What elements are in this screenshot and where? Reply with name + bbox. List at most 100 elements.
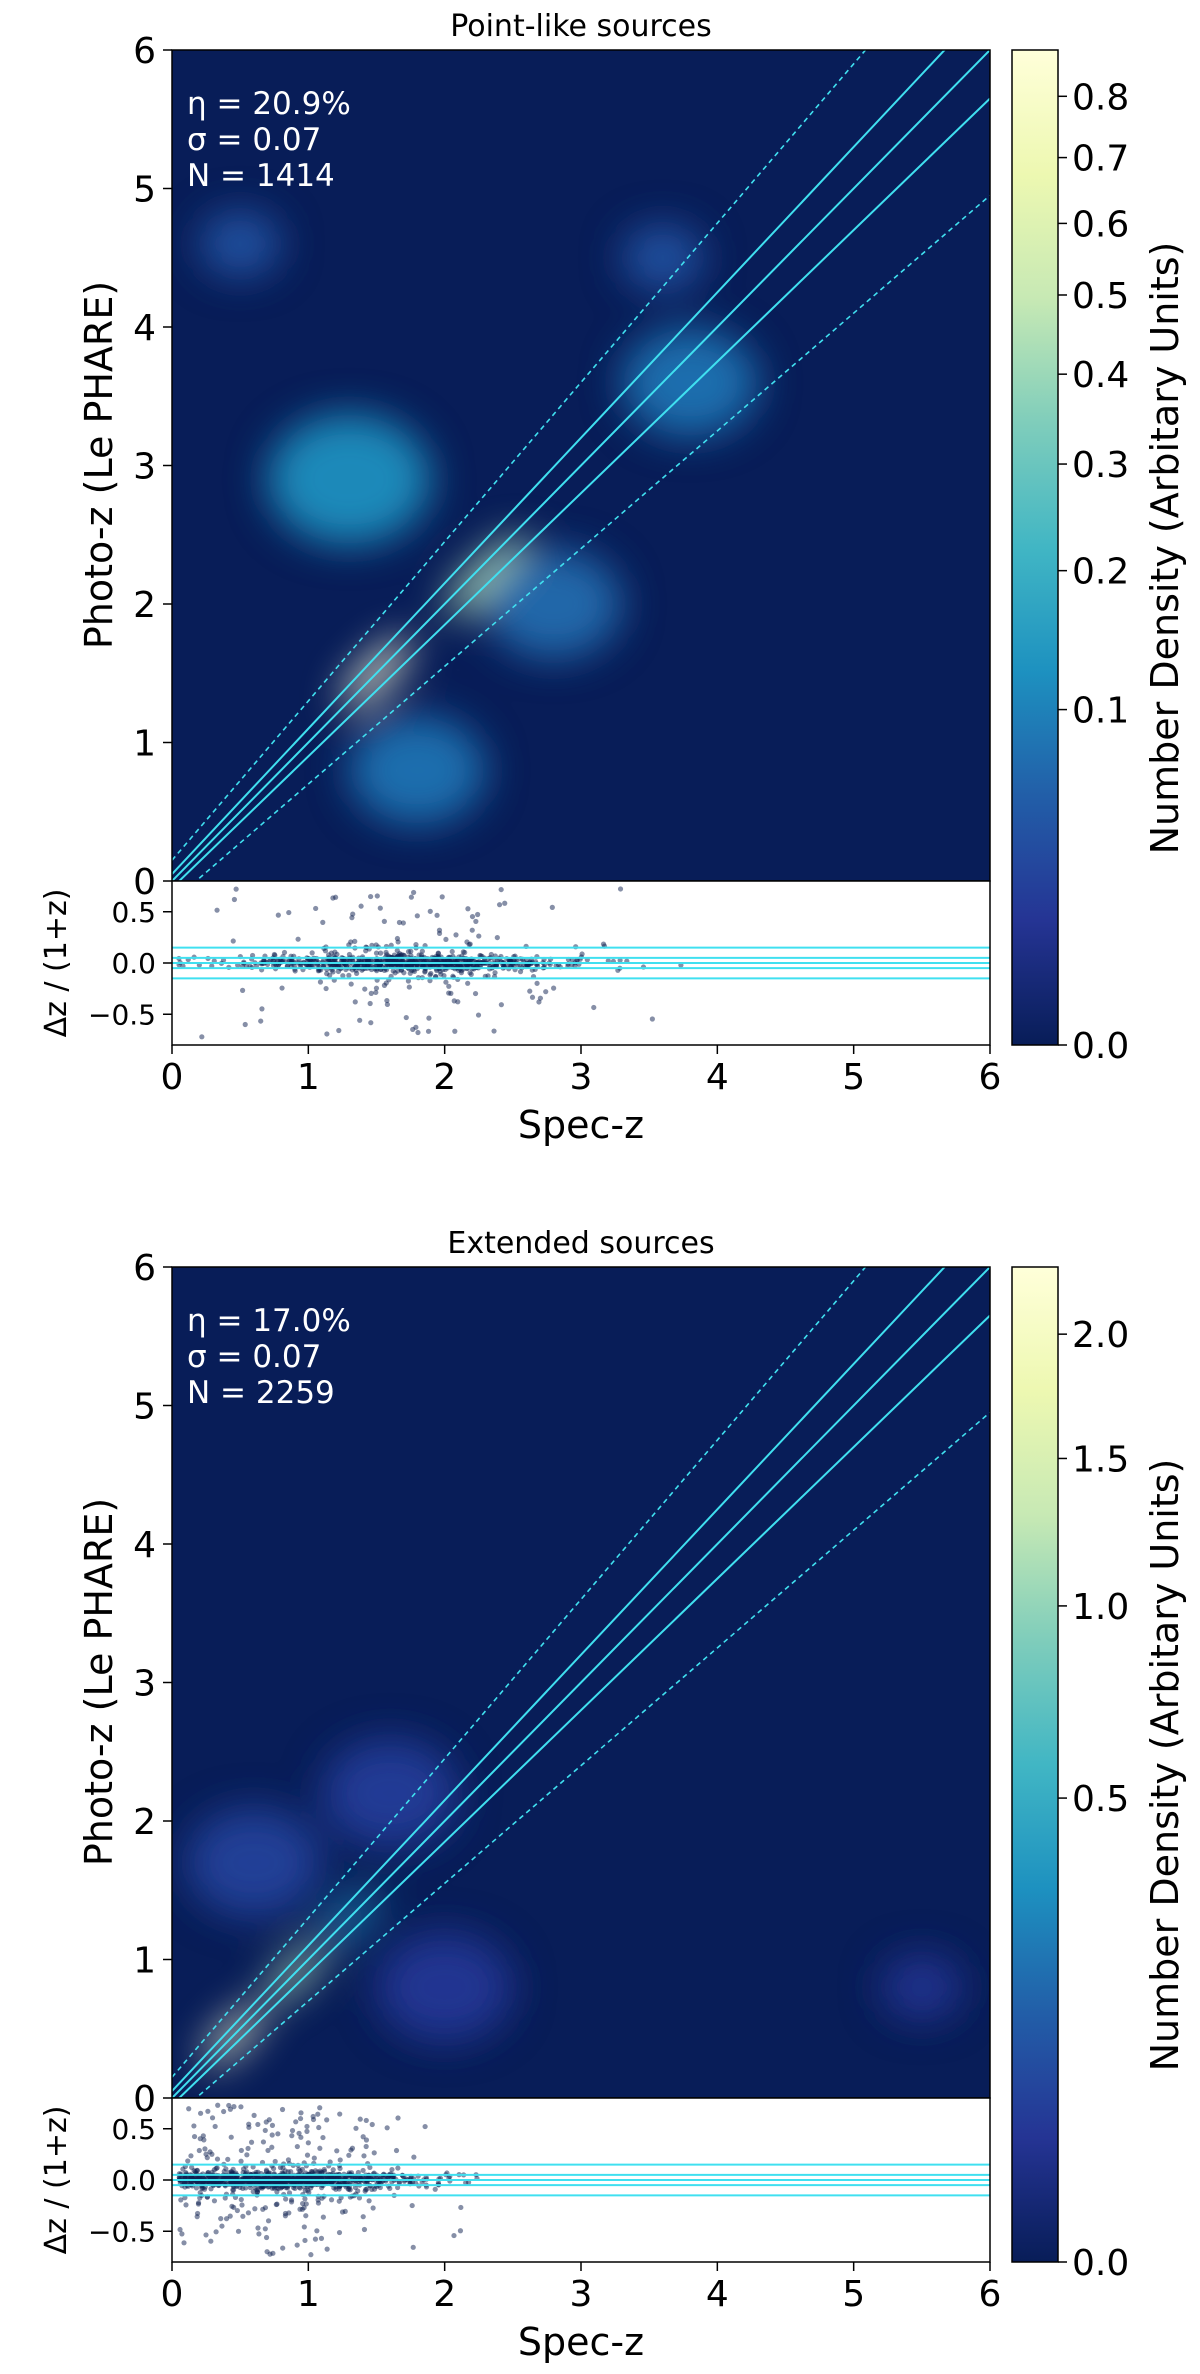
residual-point: [303, 2213, 309, 2219]
density-blob: [880, 1954, 963, 2020]
residual-point: [301, 2224, 307, 2230]
residual-point: [242, 1021, 248, 1028]
residual-point: [335, 2174, 341, 2181]
residual-point: [549, 904, 555, 910]
residual-point: [191, 2133, 198, 2140]
colorbar-tick-label: 0.1: [1072, 691, 1129, 732]
residual-point: [320, 2134, 326, 2141]
relation-line: [177, 1314, 990, 2098]
residual-point: [317, 979, 324, 985]
residual-point: [467, 941, 473, 947]
residual-point: [496, 902, 503, 908]
residual-point: [395, 2184, 401, 2191]
residual-point: [214, 907, 220, 913]
colorbar: 0.0 0.1 0.2 0.3 0.4 0.5 0.6 0.7 0.8 Number Densi…: [1011, 49, 1187, 1067]
density-blob: [485, 549, 622, 659]
residual-point: [275, 2131, 281, 2137]
residual-point: [591, 1004, 597, 1011]
density-plot: 0 1 2 3 4 5 6 Photo-z (Le PHARE) η = 20.9% σ =…: [77, 31, 991, 903]
residual-point: [363, 2137, 370, 2143]
residual-point: [228, 2134, 234, 2140]
x-tick-label: 4: [706, 1057, 729, 1098]
colorbar-tick-label: 0.6: [1072, 204, 1129, 245]
residual-point: [396, 2179, 403, 2186]
residual-y-tick-label: −0.5: [88, 998, 156, 1031]
residual-point: [381, 918, 387, 925]
outlier-boundary-line: [172, 50, 867, 861]
residual-point: [409, 2202, 415, 2209]
stat-sigma: σ = 0.07: [187, 122, 321, 158]
density-blob: [267, 413, 432, 545]
residual-point: [373, 950, 380, 956]
residual-point: [366, 2198, 372, 2204]
residual-point: [310, 2116, 317, 2123]
residual-point: [185, 2158, 191, 2164]
residual-point: [305, 2140, 311, 2146]
residual-point: [374, 968, 380, 974]
residual-point: [439, 894, 445, 900]
residual-point: [218, 2216, 224, 2222]
residual-point: [357, 1017, 363, 1023]
colorbar-gradient: [1011, 1266, 1059, 2263]
density-blob: [376, 1932, 513, 2042]
residual-point: [296, 2166, 302, 2173]
residual-point: [279, 985, 285, 991]
relation-line: [172, 50, 990, 881]
redshift-relation-lines: [172, 50, 990, 881]
residual-point: [446, 983, 452, 989]
residual-point: [274, 2179, 280, 2185]
residual-point: [252, 2206, 258, 2212]
stat-outlier-fraction: η = 20.9%: [187, 86, 351, 122]
residual-point: [273, 2201, 279, 2208]
residual-point: [195, 2200, 202, 2206]
residual-point: [352, 999, 358, 1005]
residual-point: [294, 2242, 300, 2248]
residual-point: [188, 2153, 194, 2159]
residual-point: [334, 2148, 340, 2154]
residual-point: [434, 912, 440, 918]
residual-point: [363, 2117, 369, 2124]
x-tick-label: 0: [161, 1057, 184, 1098]
residual-point: [259, 1006, 265, 1012]
residual-point: [360, 2134, 366, 2140]
residual-point: [279, 2106, 286, 2113]
residual-point: [346, 2186, 352, 2192]
residual-point: [223, 2216, 230, 2222]
residual-y-label: Δz / (1+z): [39, 2106, 74, 2255]
residual-point: [320, 919, 326, 925]
residual-point: [290, 2179, 296, 2186]
y-tick-label: 4: [133, 308, 156, 349]
residual-point: [302, 2196, 308, 2202]
residual-point: [304, 2152, 311, 2158]
residual-point: [353, 2125, 359, 2131]
y-tick-label: 5: [133, 170, 156, 211]
residual-point: [384, 2125, 390, 2131]
y-tick-label: 5: [133, 1387, 156, 1428]
residual-point: [240, 2169, 246, 2176]
residual-point: [407, 970, 413, 976]
residual-point: [193, 2185, 200, 2191]
residual-point: [432, 2186, 438, 2192]
residual-point: [320, 2214, 326, 2220]
residual-point: [180, 2166, 186, 2172]
residual-point: [362, 986, 368, 992]
residual-point: [384, 997, 390, 1004]
residual-point: [315, 2197, 321, 2203]
residual-point: [370, 2205, 376, 2211]
residual-point: [181, 2240, 187, 2246]
residual-point: [469, 927, 475, 933]
residual-y-tick-label: 0.5: [111, 2113, 156, 2146]
y-tick-label: 3: [133, 447, 156, 488]
residual-point: [213, 2229, 219, 2235]
residual-point: [250, 2164, 256, 2170]
outlier-boundary-line: [172, 1267, 867, 2078]
colorbar-tick-label: 0.2: [1072, 552, 1129, 593]
residual-point: [357, 2116, 363, 2122]
residual-point: [346, 951, 353, 958]
residual-point: [231, 896, 238, 903]
colorbar-tick-label: 0.8: [1072, 77, 1129, 118]
residual-point: [245, 2145, 251, 2152]
residual-point: [389, 2166, 395, 2173]
residual-point: [396, 919, 403, 926]
residual-point: [227, 2106, 233, 2112]
